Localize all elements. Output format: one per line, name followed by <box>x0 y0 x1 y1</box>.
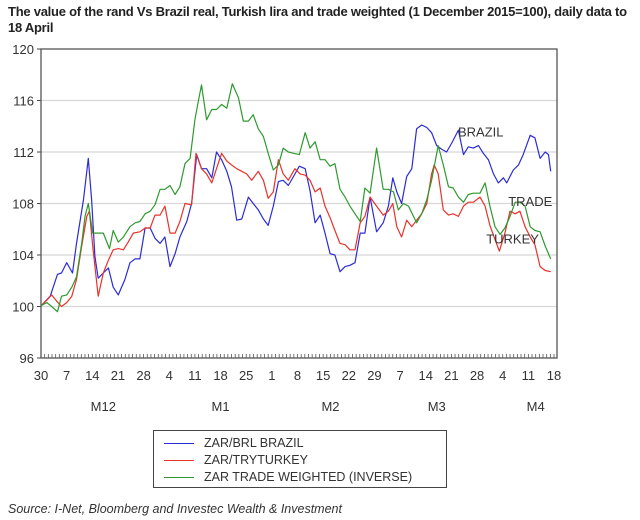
y-tick-label: 120 <box>12 42 34 57</box>
series-line <box>41 152 551 308</box>
x-tick-label: 7 <box>63 368 70 383</box>
x-tick-label: 28 <box>136 368 150 383</box>
legend-label-trade: ZAR TRADE WEIGHTED (INVERSE) <box>204 470 413 484</box>
series-line <box>41 124 552 306</box>
month-label: M1 <box>212 399 230 414</box>
x-tick-label: 15 <box>316 368 330 383</box>
x-tick-label: 11 <box>522 368 536 383</box>
month-label: M3 <box>428 399 446 414</box>
y-tick-label: 112 <box>13 145 34 160</box>
x-tick-label: 29 <box>367 368 381 383</box>
series-line <box>41 83 552 313</box>
y-tick-label: 104 <box>12 248 34 263</box>
x-tick-label: 1 <box>268 368 275 383</box>
legend-label-turkey: ZAR/TRYTURKEY <box>204 453 308 467</box>
legend-swatch-brazil <box>164 442 194 444</box>
x-tick-label: 22 <box>342 368 356 383</box>
plot-frame <box>40 48 558 359</box>
source-note: Source: I-Net, Bloomberg and Investec We… <box>8 502 342 516</box>
month-label: M12 <box>91 399 116 414</box>
legend-swatch-turkey <box>164 459 194 461</box>
series-trade <box>41 83 552 313</box>
y-tick-label: 96 <box>20 351 34 366</box>
series-brazil <box>41 124 552 306</box>
series-turkey <box>41 152 551 308</box>
x-tick-label: 14 <box>85 368 99 383</box>
y-tick-label: 100 <box>12 300 34 315</box>
x-tick-label: 28 <box>470 368 484 383</box>
annotation-trade: TRADE <box>508 194 552 209</box>
x-tick-label: 18 <box>547 368 561 383</box>
x-tick-label: 7 <box>396 368 403 383</box>
x-tick-label: 4 <box>499 368 506 383</box>
x-tick-label: 21 <box>444 368 458 383</box>
legend: ZAR/BRL BRAZIL ZAR/TRYTURKEY ZAR TRADE W… <box>153 430 447 488</box>
legend-label-brazil: ZAR/BRL BRAZIL <box>204 436 304 450</box>
x-tick-label: 25 <box>239 368 253 383</box>
legend-item-turkey: ZAR/TRYTURKEY <box>164 452 308 468</box>
x-tick-label: 11 <box>188 368 202 383</box>
legend-item-brazil: ZAR/BRL BRAZIL <box>164 435 304 451</box>
legend-swatch-trade <box>164 476 194 478</box>
x-tick-label: 18 <box>213 368 227 383</box>
y-tick-label: 108 <box>12 197 34 212</box>
legend-item-trade: ZAR TRADE WEIGHTED (INVERSE) <box>164 469 412 485</box>
x-tick-label: 14 <box>419 368 433 383</box>
annotation-brazil: BRAZIL <box>458 124 504 139</box>
x-tick-label: 30 <box>34 368 48 383</box>
chart-title: The value of the rand Vs Brazil real, Tu… <box>8 4 627 35</box>
y-tick-label: 116 <box>13 94 34 109</box>
x-tick-label: 21 <box>111 368 125 383</box>
month-label: M4 <box>527 399 545 414</box>
annotation-turkey: TURKEY <box>486 231 539 246</box>
month-label: M2 <box>321 399 339 414</box>
x-tick-label: 8 <box>294 368 301 383</box>
x-tick-label: 4 <box>166 368 173 383</box>
